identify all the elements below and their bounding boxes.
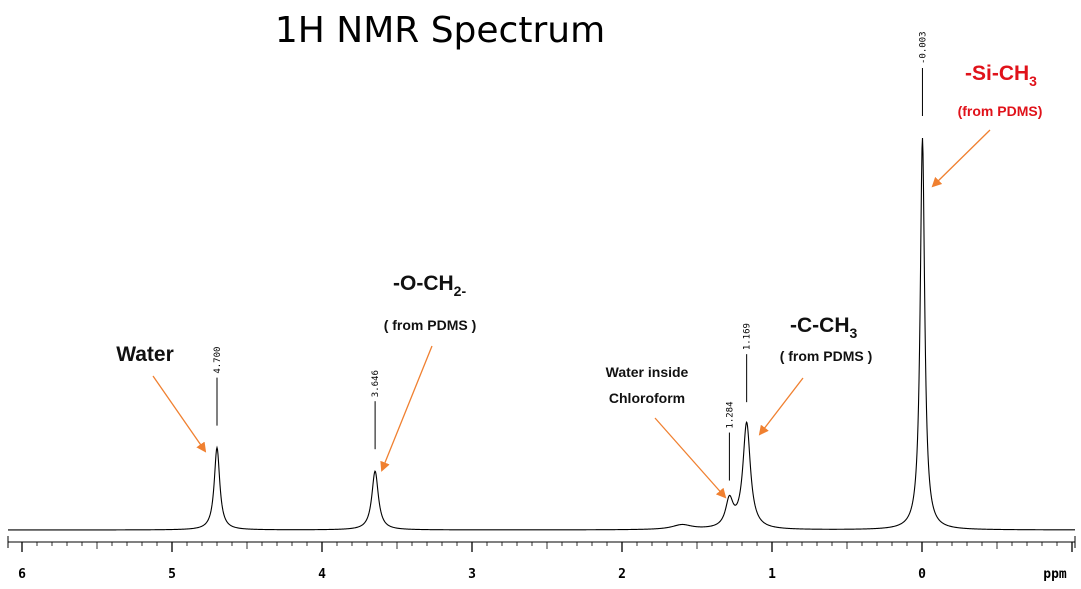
x-axis-tick-labels: 6 5 4 3 2 1 0 (18, 567, 926, 582)
x-tick-label: 3 (468, 567, 476, 582)
peak-shift-label: 3.646 (371, 370, 381, 397)
x-tick-label: 6 (18, 567, 26, 582)
annotation-och2-note: ( from PDMS ) (384, 317, 477, 333)
annotation-sich3-sub: 3 (1029, 73, 1037, 89)
annotation-sich3: -Si-CH3 (from PDMS) (931, 62, 1043, 188)
x-tick-label: 5 (168, 567, 176, 582)
chart-title: 1H NMR Spectrum (275, 10, 605, 51)
annotation-sich3-note: (from PDMS) (958, 103, 1043, 119)
annotation-water-chloroform: Water inside Chloroform (606, 364, 727, 499)
x-axis-ticks (7, 536, 1076, 552)
annotation-och2-formula: -O-CH2- (393, 272, 466, 299)
peak-shift-label: 1.169 (743, 323, 753, 350)
annotation-och2-sub: 2- (454, 283, 467, 299)
x-tick-label: 0 (918, 567, 926, 582)
annotation-och2-main: -O-CH (393, 272, 454, 295)
x-axis-label: ppm (1043, 567, 1067, 582)
annotation-water-chloroform-line1: Water inside (606, 364, 689, 380)
annotation-sich3-arrow (931, 129, 991, 188)
annotation-sich3-formula: -Si-CH3 (965, 62, 1037, 89)
annotation-cch3-sub: 3 (849, 325, 857, 341)
annotation-och2: -O-CH2- ( from PDMS ) (380, 272, 477, 472)
annotation-water-text: Water (116, 343, 174, 366)
annotation-water-chloroform-arrow (654, 417, 727, 499)
x-tick-label: 2 (618, 567, 626, 582)
peak-shift-label: 4.700 (213, 347, 223, 374)
annotation-water: Water (116, 343, 207, 453)
x-tick-label: 4 (318, 567, 326, 582)
annotation-cch3-note: ( from PDMS ) (780, 348, 873, 364)
x-axis: 6 5 4 3 2 1 0 ppm (7, 536, 1076, 582)
annotation-sich3-main: -Si-CH (965, 62, 1029, 85)
annotation-water-chloroform-line2: Chloroform (609, 390, 685, 406)
annotation-cch3-formula: -C-CH3 (790, 314, 857, 341)
annotation-cch3-main: -C-CH (790, 314, 849, 337)
annotation-cch3-arrow (758, 377, 804, 436)
peak-shift-label: -0.003 (918, 31, 928, 64)
annotation-och2-arrow (380, 345, 433, 472)
peak-shift-label: 1.284 (725, 401, 735, 428)
spectrum-trace (8, 138, 1076, 531)
peak-markers: 4.700 3.646 1.284 1.169 -0.003 (213, 31, 928, 481)
x-tick-label: 1 (768, 567, 776, 582)
annotation-cch3: -C-CH3 ( from PDMS ) (758, 314, 873, 436)
annotation-water-arrow (152, 375, 207, 453)
